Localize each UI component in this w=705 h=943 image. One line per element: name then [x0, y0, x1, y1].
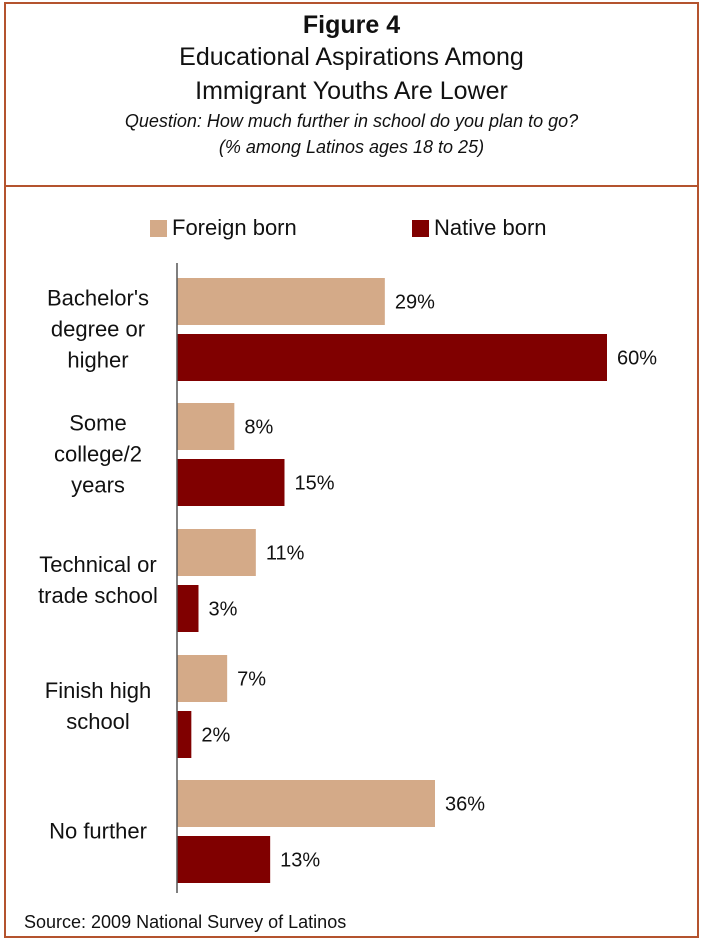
bar-native-born-5 — [177, 836, 271, 883]
data-label-foreign-born-1: 29% — [395, 292, 435, 314]
bar-foreign-born-1 — [177, 278, 385, 325]
category-label-3-line-1: Technical or — [39, 552, 156, 577]
bar-native-born-4 — [177, 711, 192, 758]
category-label-4-line-2: school — [66, 709, 130, 734]
data-label-native-born-4: 2% — [201, 725, 230, 747]
bar-foreign-born-3 — [177, 529, 256, 576]
category-label-1-line-1: Bachelor's — [47, 286, 149, 311]
legend-item-foreign-born: Foreign born — [150, 214, 297, 242]
category-label-1-line-2: degree or — [51, 317, 145, 342]
source-note: Source: 2009 National Survey of Latinos — [24, 912, 347, 932]
legend-label-foreign-born: Foreign born — [172, 215, 297, 240]
data-label-foreign-born-2: 8% — [244, 417, 273, 439]
figure-frame: Figure 4 Educational Aspirations Among I… — [4, 2, 699, 938]
legend-swatch-native-born — [412, 220, 429, 237]
figure-header: Figure 4 Educational Aspirations Among I… — [6, 4, 697, 187]
chart-title-line-2: Immigrant Youths Are Lower — [195, 77, 508, 105]
category-label-4-line-1: Finish high — [45, 678, 151, 703]
chart-title-line-1: Educational Aspirations Among — [179, 43, 524, 71]
legend-item-native-born: Native born — [412, 214, 547, 242]
category-label-5-line-1: No further — [49, 819, 147, 844]
chart-subtitle-line-2: (% among Latinos ages 18 to 25) — [218, 137, 485, 157]
category-label-3-line-2: trade school — [38, 583, 158, 608]
category-label-2-line-1: Some — [69, 411, 126, 436]
chart-subtitle-line-1: Question: How much further in school do … — [124, 111, 579, 131]
data-label-native-born-2: 15% — [295, 473, 335, 495]
legend-label-native-born: Native born — [434, 215, 547, 240]
data-label-foreign-born-3: 11% — [266, 543, 305, 565]
bar-native-born-1 — [177, 334, 607, 381]
category-label-2-line-2: college/2 — [54, 442, 142, 467]
category-label-1-line-3: higher — [67, 348, 128, 373]
legend-swatch-foreign-born — [150, 220, 167, 237]
data-label-native-born-1: 60% — [617, 348, 657, 370]
data-label-native-born-5: 13% — [280, 850, 320, 872]
data-label-foreign-born-5: 36% — [445, 794, 485, 816]
data-label-native-born-3: 3% — [209, 599, 238, 621]
bar-native-born-3 — [177, 585, 199, 632]
category-label-2-line-3: years — [71, 473, 125, 498]
figure-label: Figure 4 — [302, 11, 401, 39]
data-label-foreign-born-4: 7% — [237, 669, 266, 691]
bar-foreign-born-5 — [177, 780, 435, 827]
bar-native-born-2 — [177, 459, 285, 506]
bar-foreign-born-2 — [177, 403, 235, 450]
bar-foreign-born-4 — [177, 655, 228, 702]
